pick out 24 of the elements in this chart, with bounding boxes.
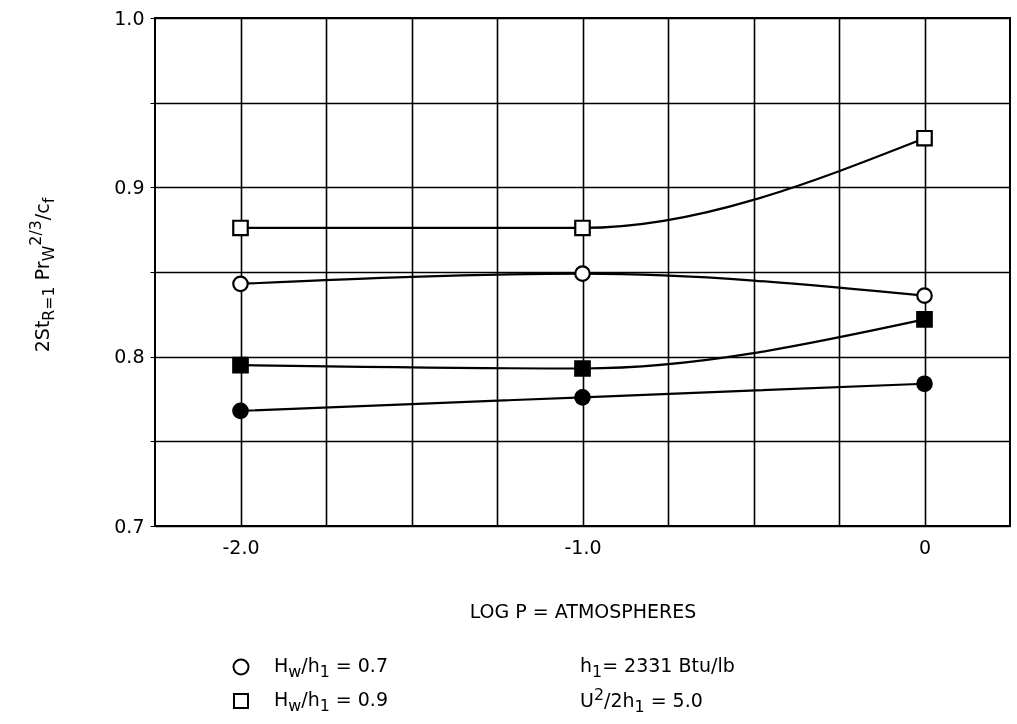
text: U$^{2}$/2h$_{1}$ = 5.0 — [580, 685, 703, 717]
y-tick-label: 0.8 — [114, 345, 145, 368]
point — [916, 287, 933, 305]
legend-label: H$_{w}$/h$_{1}$ = 0.9 — [274, 687, 388, 715]
x-tick-label: 0 — [918, 535, 932, 558]
point — [574, 360, 591, 377]
x-axis-title: LOG P = ATMOSPHERES — [469, 599, 697, 622]
point — [916, 311, 933, 328]
point — [232, 219, 249, 237]
legend-label: H$_{w}$/h$_{1}$ = 0.7 — [274, 653, 388, 681]
point — [574, 388, 591, 406]
point — [574, 265, 591, 283]
x-tick-label: -2.0 — [222, 535, 260, 558]
point — [574, 219, 591, 237]
point — [232, 356, 249, 374]
y-tick-label: 0.7 — [114, 514, 145, 537]
point — [916, 375, 933, 393]
point — [916, 129, 933, 147]
x-tick-label: -1.0 — [564, 535, 602, 558]
y-tick-label: 1.0 — [114, 6, 145, 29]
point — [232, 402, 249, 420]
text: h$_{1}$= 2331 Btu/lb — [580, 653, 735, 681]
point — [232, 275, 249, 293]
y-tick-label: 0.9 — [114, 175, 145, 198]
